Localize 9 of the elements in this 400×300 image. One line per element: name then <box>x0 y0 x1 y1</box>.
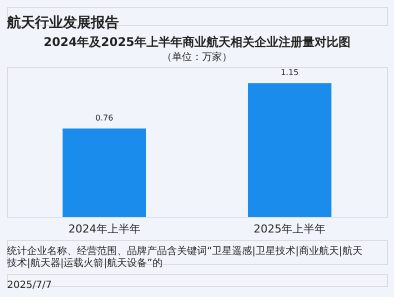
text: 2025/7/7 <box>7 280 52 291</box>
text: 统计企业名称、经营范围、品牌产品含关键词“卫星遥感|卫星技术|商业航天|航天技术|航天器|运载火箭|航天设备”的 <box>6 245 362 269</box>
x-tick-label: 2025年上半年 <box>254 222 326 236</box>
data-label: 0.76 <box>95 113 114 122</box>
chart-subtitle: （单位：万家） <box>162 51 232 63</box>
x-tick-label: 2024年上半年 <box>68 222 140 236</box>
chart-title: 2024年及2025年上半年商业航天相关企业注册量对比图 <box>44 35 350 49</box>
text: 航天行业发展报告 <box>6 14 119 31</box>
data-label: 1.15 <box>280 68 299 78</box>
